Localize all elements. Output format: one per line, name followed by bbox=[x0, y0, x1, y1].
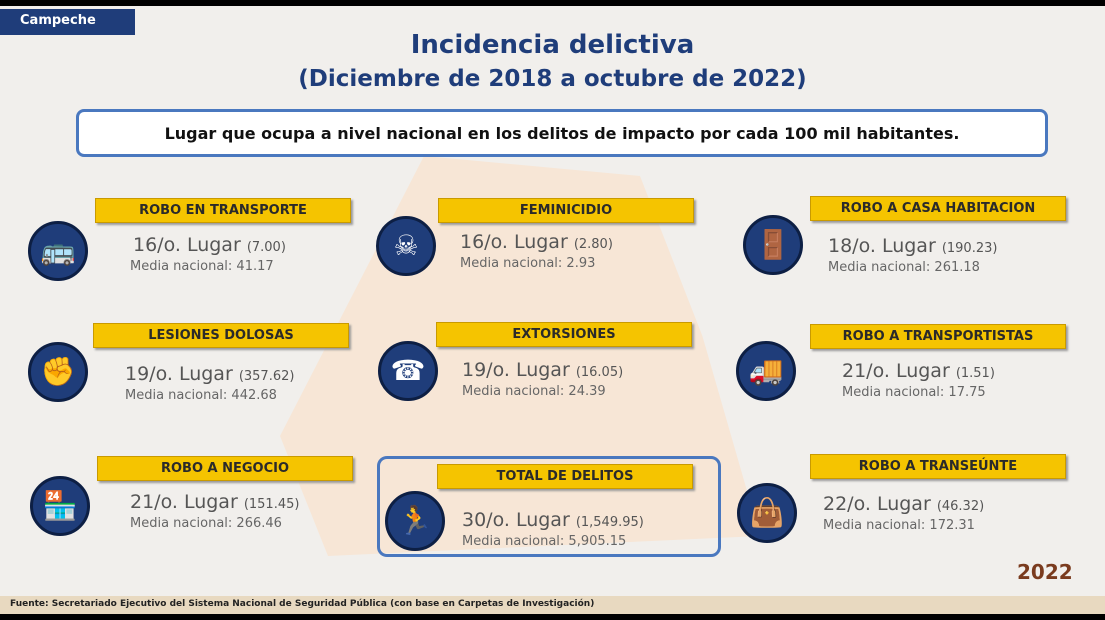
rank-text: 16/o. Lugar (7.00) bbox=[133, 234, 286, 256]
door-intruder-icon: 🚪 bbox=[743, 215, 803, 275]
crime-label-extorsiones: EXTORSIONES bbox=[436, 322, 692, 347]
rank: 16/o. Lugar bbox=[133, 234, 241, 256]
national-average: Media nacional: 172.31 bbox=[823, 518, 975, 533]
national-average: Media nacional: 2.93 bbox=[460, 256, 596, 271]
national-average: Media nacional: 5,905.15 bbox=[462, 534, 627, 549]
pedestrian-robbery-icon: 👜 bbox=[737, 483, 797, 543]
truck-icon: 🚚 bbox=[736, 341, 796, 401]
rank-text: 21/o. Lugar (151.45) bbox=[130, 491, 299, 513]
national-average: Media nacional: 266.46 bbox=[130, 516, 282, 531]
national-average: Media nacional: 24.39 bbox=[462, 384, 606, 399]
rank: 16/o. Lugar bbox=[460, 231, 568, 253]
store-robbery-icon: 🏪 bbox=[30, 476, 90, 536]
national-average: Media nacional: 261.18 bbox=[828, 260, 980, 275]
thief-icon: 🏃 bbox=[385, 491, 445, 551]
crime-label-robo-a-negocio: ROBO A NEGOCIO bbox=[97, 456, 353, 481]
state-label: Campeche bbox=[0, 9, 135, 35]
page-subtitle: (Diciembre de 2018 a octubre de 2022) bbox=[298, 66, 807, 92]
rate: (151.45) bbox=[243, 497, 300, 512]
rate: (46.32) bbox=[936, 499, 985, 514]
slide: Campeche Incidencia delictiva (Diciembre… bbox=[0, 6, 1105, 614]
national-average: Media nacional: 41.17 bbox=[130, 259, 274, 274]
bus-icon: 🚌 bbox=[28, 221, 88, 281]
rate: (7.00) bbox=[246, 240, 286, 255]
rank: 30/o. Lugar bbox=[462, 509, 570, 531]
rank-text: 21/o. Lugar (1.51) bbox=[842, 360, 995, 382]
description-box: Lugar que ocupa a nivel nacional en los … bbox=[76, 109, 1048, 157]
page-title: Incidencia delictiva bbox=[410, 30, 695, 60]
rank-text: 19/o. Lugar (357.62) bbox=[125, 363, 294, 385]
rank-text: 19/o. Lugar (16.05) bbox=[462, 359, 623, 381]
government-logo: 2022 bbox=[1017, 560, 1073, 584]
rank-text: 16/o. Lugar (2.80) bbox=[460, 231, 613, 253]
crime-label-robo-en-transporte: ROBO EN TRANSPORTE bbox=[95, 198, 351, 223]
crime-label-robo-a-transeunte: ROBO A TRANSEÚNTE bbox=[810, 454, 1066, 479]
crime-label-robo-a-transportistas: ROBO A TRANSPORTISTAS bbox=[810, 324, 1066, 349]
rate: (16.05) bbox=[575, 365, 624, 380]
rate: (2.80) bbox=[573, 237, 613, 252]
rank: 19/o. Lugar bbox=[125, 363, 233, 385]
rate: (357.62) bbox=[238, 369, 295, 384]
crime-label-feminicidio: FEMINICIDIO bbox=[438, 198, 694, 223]
rate: (1.51) bbox=[955, 366, 995, 381]
rank: 21/o. Lugar bbox=[842, 360, 950, 382]
assault-icon: ✊ bbox=[28, 342, 88, 402]
national-average: Media nacional: 442.68 bbox=[125, 388, 277, 403]
rank-text: 30/o. Lugar (1,549.95) bbox=[462, 509, 644, 531]
crime-label-lesiones-dolosas: LESIONES DOLOSAS bbox=[93, 323, 349, 348]
rank: 19/o. Lugar bbox=[462, 359, 570, 381]
rate: (190.23) bbox=[941, 241, 998, 256]
crime-label-total-de-delitos: TOTAL DE DELITOS bbox=[437, 464, 693, 489]
rank-text: 22/o. Lugar (46.32) bbox=[823, 493, 984, 515]
rank: 21/o. Lugar bbox=[130, 491, 238, 513]
total-highlight-box bbox=[377, 456, 721, 557]
rate: (1,549.95) bbox=[575, 515, 644, 530]
extortion-icon: ☎ bbox=[378, 341, 438, 401]
rank-text: 18/o. Lugar (190.23) bbox=[828, 235, 997, 257]
national-average: Media nacional: 17.75 bbox=[842, 385, 986, 400]
rank: 18/o. Lugar bbox=[828, 235, 936, 257]
rank: 22/o. Lugar bbox=[823, 493, 931, 515]
crime-label-robo-a-casa-habitacion: ROBO A CASA HABITACION bbox=[810, 196, 1066, 221]
victim-icon: ☠ bbox=[376, 216, 436, 276]
footer-source: Fuente: Secretariado Ejecutivo del Siste… bbox=[0, 596, 1105, 614]
